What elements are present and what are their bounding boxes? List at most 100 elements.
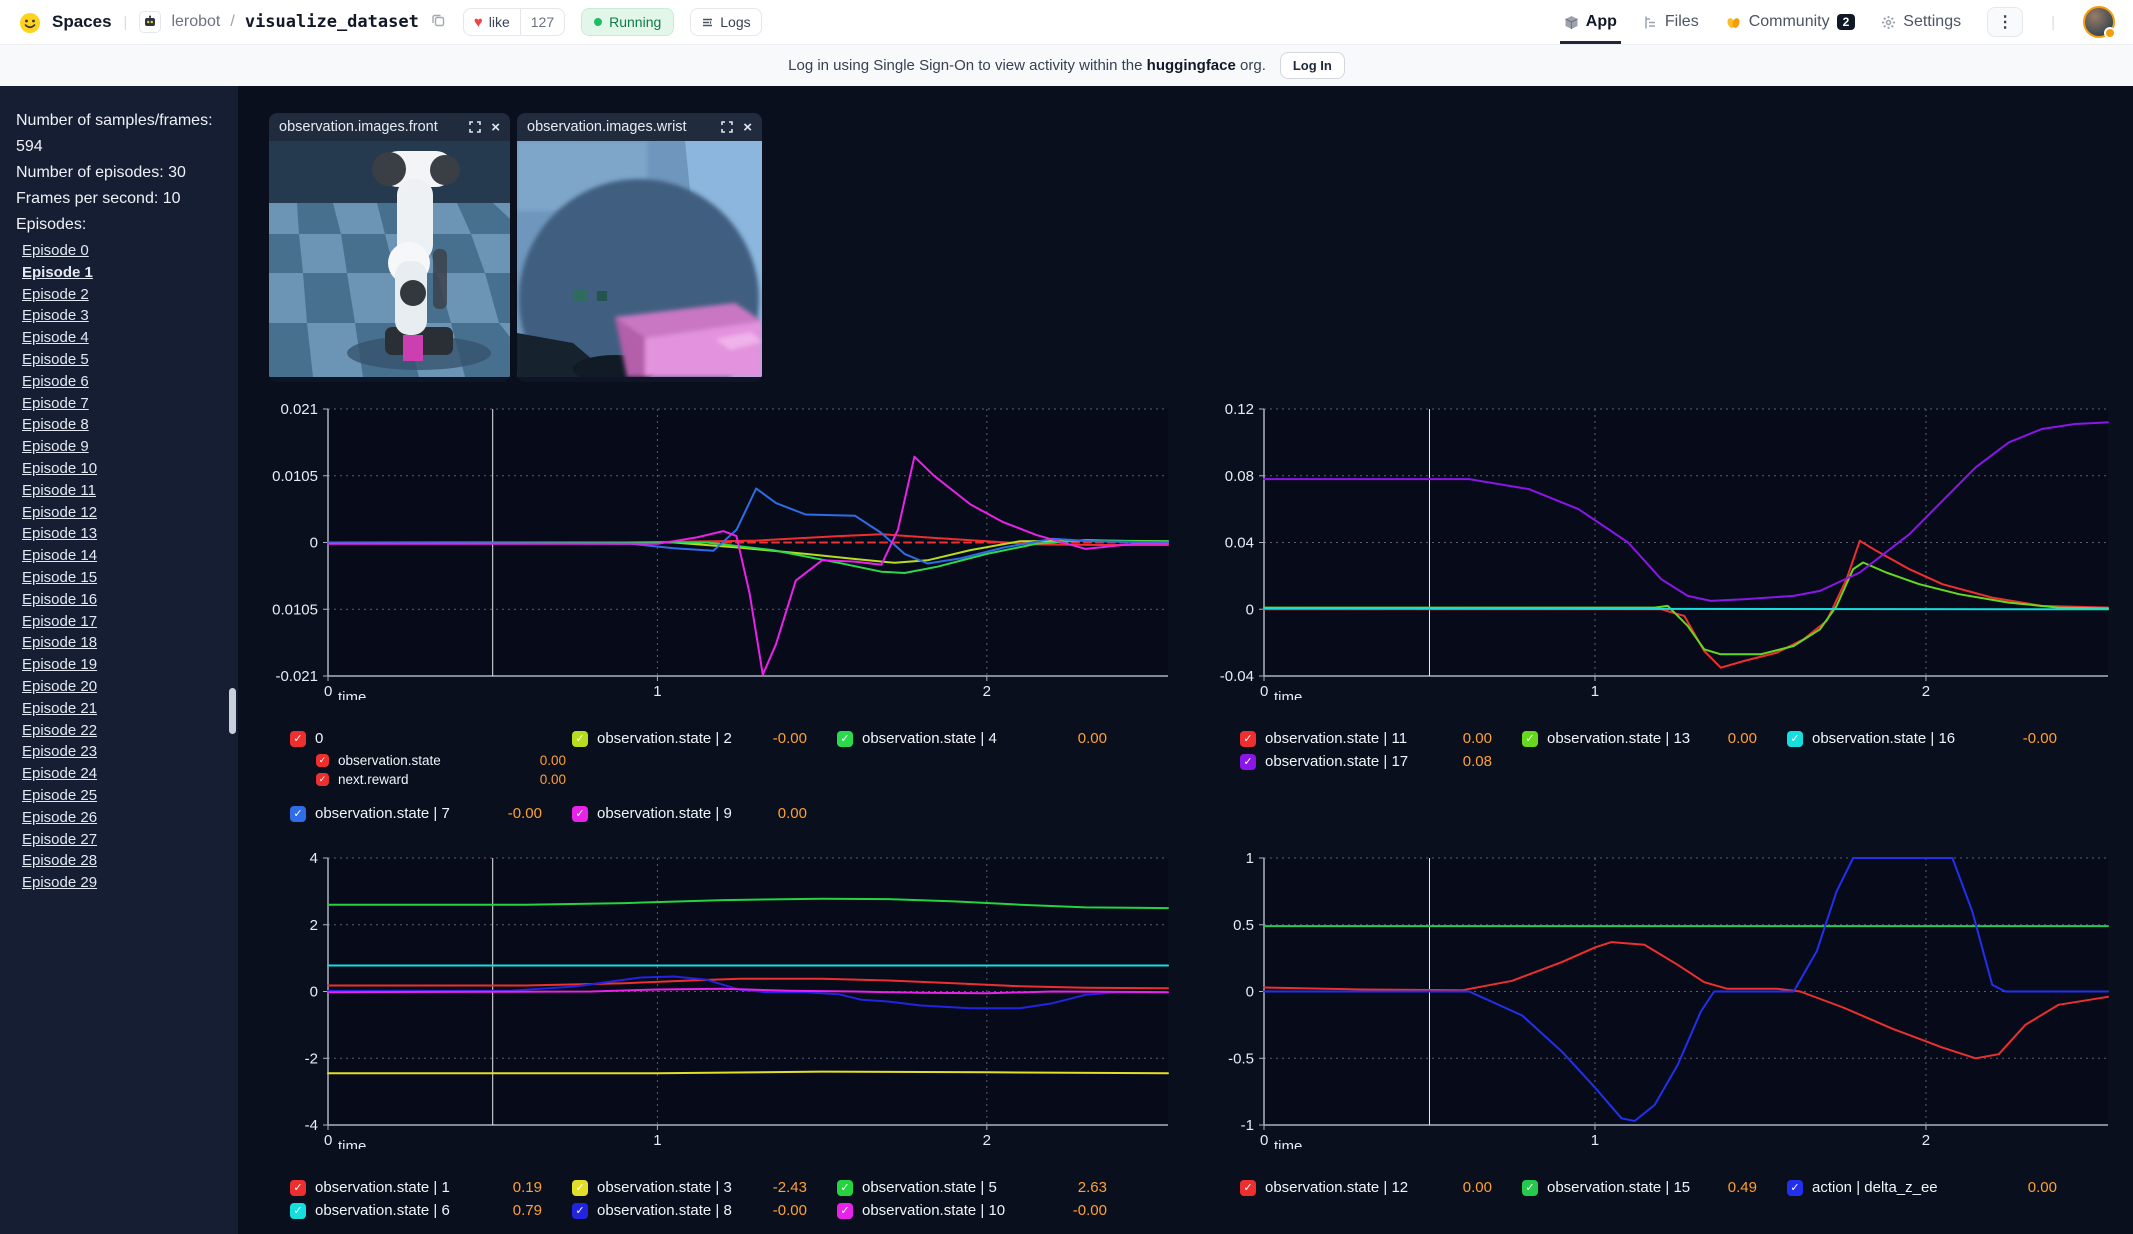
expand-icon[interactable] xyxy=(721,121,733,133)
page: Spaces | lerobot / visualize_dataset ♥li… xyxy=(0,0,2133,1234)
legend-row: ✓observation.state0.00 xyxy=(316,753,1172,768)
episode-link-3[interactable]: Episode 3 xyxy=(22,305,220,327)
episode-link-11[interactable]: Episode 11 xyxy=(22,480,220,502)
tab-app[interactable]: App xyxy=(1564,0,1617,44)
tab-settings[interactable]: Settings xyxy=(1881,0,1961,44)
series-label: observation.state | 12 xyxy=(1265,1179,1408,1196)
episode-link-29[interactable]: Episode 29 xyxy=(22,872,220,894)
series-label: observation.state | 10 xyxy=(862,1202,1005,1219)
series-label: observation.state xyxy=(338,753,441,768)
header-divider: | xyxy=(122,14,130,31)
episode-link-4[interactable]: Episode 4 xyxy=(22,327,220,349)
episode-link-2[interactable]: Episode 2 xyxy=(22,284,220,306)
series-label: observation.state | 11 xyxy=(1265,730,1407,747)
expand-icon[interactable] xyxy=(469,121,481,133)
episode-link-24[interactable]: Episode 24 xyxy=(22,763,220,785)
tab-community[interactable]: Community 2 xyxy=(1725,0,1856,44)
series-checkbox-icon[interactable]: ✓ xyxy=(1240,731,1256,747)
chart-canvas-state-group-large[interactable]: 420-2-4012time xyxy=(255,849,1172,1149)
org-link[interactable]: lerobot xyxy=(171,13,220,31)
episode-link-14[interactable]: Episode 14 xyxy=(22,545,220,567)
series-checkbox-icon[interactable]: ✓ xyxy=(290,806,306,822)
episode-link-27[interactable]: Episode 27 xyxy=(22,829,220,851)
episode-link-16[interactable]: Episode 16 xyxy=(22,589,220,611)
tab-files[interactable]: Files xyxy=(1643,0,1699,44)
kebab-menu-button[interactable]: ⋮ xyxy=(1987,7,2023,37)
episode-link-19[interactable]: Episode 19 xyxy=(22,654,220,676)
legend-item: ✓observation.state | 2-0.00 xyxy=(572,730,837,747)
episode-link-28[interactable]: Episode 28 xyxy=(22,850,220,872)
like-button[interactable]: ♥like 127 xyxy=(463,8,565,36)
episode-link-15[interactable]: Episode 15 xyxy=(22,567,220,589)
episode-link-9[interactable]: Episode 9 xyxy=(22,436,220,458)
series-checkbox-icon[interactable]: ✓ xyxy=(1240,1180,1256,1196)
series-line-observation.state-16 xyxy=(1264,608,2108,609)
episode-link-25[interactable]: Episode 25 xyxy=(22,785,220,807)
series-checkbox-icon[interactable]: ✓ xyxy=(290,1203,306,1219)
episode-link-13[interactable]: Episode 13 xyxy=(22,523,220,545)
like-count[interactable]: 127 xyxy=(520,9,564,35)
chart-canvas-state-group-mid[interactable]: 0.120.080.040-0.04012time xyxy=(1205,400,2112,700)
series-checkbox-icon[interactable]: ✓ xyxy=(290,731,306,747)
chart-canvas-state-group-action[interactable]: 10.50-0.5-1012time xyxy=(1205,849,2112,1149)
svg-text:0.0105: 0.0105 xyxy=(272,601,318,618)
series-checkbox-icon[interactable]: ✓ xyxy=(572,806,588,822)
series-checkbox-icon[interactable]: ✓ xyxy=(1522,1180,1538,1196)
tab-community-label: Community xyxy=(1749,13,1830,31)
legend-item: ✓observation.state | 150.49 xyxy=(1522,1179,1787,1196)
series-checkbox-icon[interactable]: ✓ xyxy=(572,1180,588,1196)
lerobot-avatar[interactable] xyxy=(139,11,161,33)
login-button[interactable]: Log In xyxy=(1280,52,1345,79)
series-checkbox-icon[interactable]: ✓ xyxy=(316,754,329,767)
huggingface-logo-icon[interactable] xyxy=(18,10,42,34)
series-label: observation.state | 7 xyxy=(315,805,450,822)
legend-states-small: ✓0✓observation.state | 2-0.00✓observatio… xyxy=(290,730,1172,822)
episode-link-22[interactable]: Episode 22 xyxy=(22,720,220,742)
svg-text:-2: -2 xyxy=(305,1050,318,1067)
series-checkbox-icon[interactable]: ✓ xyxy=(316,773,329,786)
spaces-link[interactable]: Spaces xyxy=(52,12,112,32)
user-avatar[interactable] xyxy=(2083,6,2115,38)
close-icon[interactable]: × xyxy=(743,119,752,136)
series-checkbox-icon[interactable]: ✓ xyxy=(1240,754,1256,770)
episode-link-0[interactable]: Episode 0 xyxy=(22,240,220,262)
episode-link-21[interactable]: Episode 21 xyxy=(22,698,220,720)
series-checkbox-icon[interactable]: ✓ xyxy=(1787,731,1803,747)
video-row: observation.images.front × xyxy=(269,113,762,382)
episode-link-23[interactable]: Episode 23 xyxy=(22,741,220,763)
episode-link-10[interactable]: Episode 10 xyxy=(22,458,220,480)
repo-link[interactable]: visualize_dataset xyxy=(245,12,419,32)
close-icon[interactable]: × xyxy=(491,119,500,136)
episode-link-17[interactable]: Episode 17 xyxy=(22,611,220,633)
series-checkbox-icon[interactable]: ✓ xyxy=(1522,731,1538,747)
community-badge: 2 xyxy=(1837,14,1856,30)
running-dot-icon xyxy=(594,18,602,26)
legend-item: ✓observation.state | 90.00 xyxy=(572,805,837,822)
series-checkbox-icon[interactable]: ✓ xyxy=(290,1180,306,1196)
episode-link-8[interactable]: Episode 8 xyxy=(22,414,220,436)
legend-item: ✓observation.state | 7-0.00 xyxy=(290,805,572,822)
copy-icon[interactable] xyxy=(431,13,445,32)
series-checkbox-icon[interactable]: ✓ xyxy=(1787,1180,1803,1196)
legend-row: ✓next.reward0.00 xyxy=(316,772,1172,787)
logs-button[interactable]: Logs xyxy=(690,8,761,36)
episode-link-5[interactable]: Episode 5 xyxy=(22,349,220,371)
running-status-badge[interactable]: Running xyxy=(581,8,674,36)
series-value: 0.00 xyxy=(1463,1179,1522,1196)
episode-link-6[interactable]: Episode 6 xyxy=(22,371,220,393)
episode-link-18[interactable]: Episode 18 xyxy=(22,632,220,654)
episode-link-7[interactable]: Episode 7 xyxy=(22,393,220,415)
episode-link-12[interactable]: Episode 12 xyxy=(22,502,220,524)
series-label: observation.state | 8 xyxy=(597,1202,732,1219)
series-checkbox-icon[interactable]: ✓ xyxy=(837,731,853,747)
chart-canvas-state-group-small[interactable]: 0.0210.010500.0105-0.021012time xyxy=(255,400,1172,700)
series-checkbox-icon[interactable]: ✓ xyxy=(837,1180,853,1196)
episode-link-20[interactable]: Episode 20 xyxy=(22,676,220,698)
episode-link-26[interactable]: Episode 26 xyxy=(22,807,220,829)
episode-link-1[interactable]: Episode 1 xyxy=(22,262,220,284)
series-checkbox-icon[interactable]: ✓ xyxy=(572,1203,588,1219)
series-checkbox-icon[interactable]: ✓ xyxy=(837,1203,853,1219)
sidebar-scrollbar[interactable] xyxy=(229,688,236,734)
series-label: observation.state | 5 xyxy=(862,1179,997,1196)
series-checkbox-icon[interactable]: ✓ xyxy=(572,731,588,747)
